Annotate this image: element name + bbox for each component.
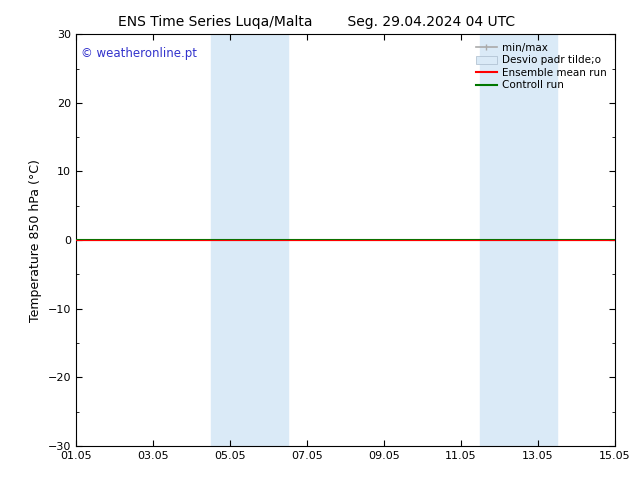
- Y-axis label: Temperature 850 hPa (°C): Temperature 850 hPa (°C): [29, 159, 42, 321]
- Text: © weatheronline.pt: © weatheronline.pt: [81, 47, 197, 60]
- Legend: min/max, Desvio padr tilde;o, Ensemble mean run, Controll run: min/max, Desvio padr tilde;o, Ensemble m…: [473, 40, 610, 94]
- Bar: [210, 34, 288, 446]
- Bar: [480, 34, 557, 446]
- Text: ENS Time Series Luqa/Malta        Seg. 29.04.2024 04 UTC: ENS Time Series Luqa/Malta Seg. 29.04.20…: [119, 15, 515, 29]
